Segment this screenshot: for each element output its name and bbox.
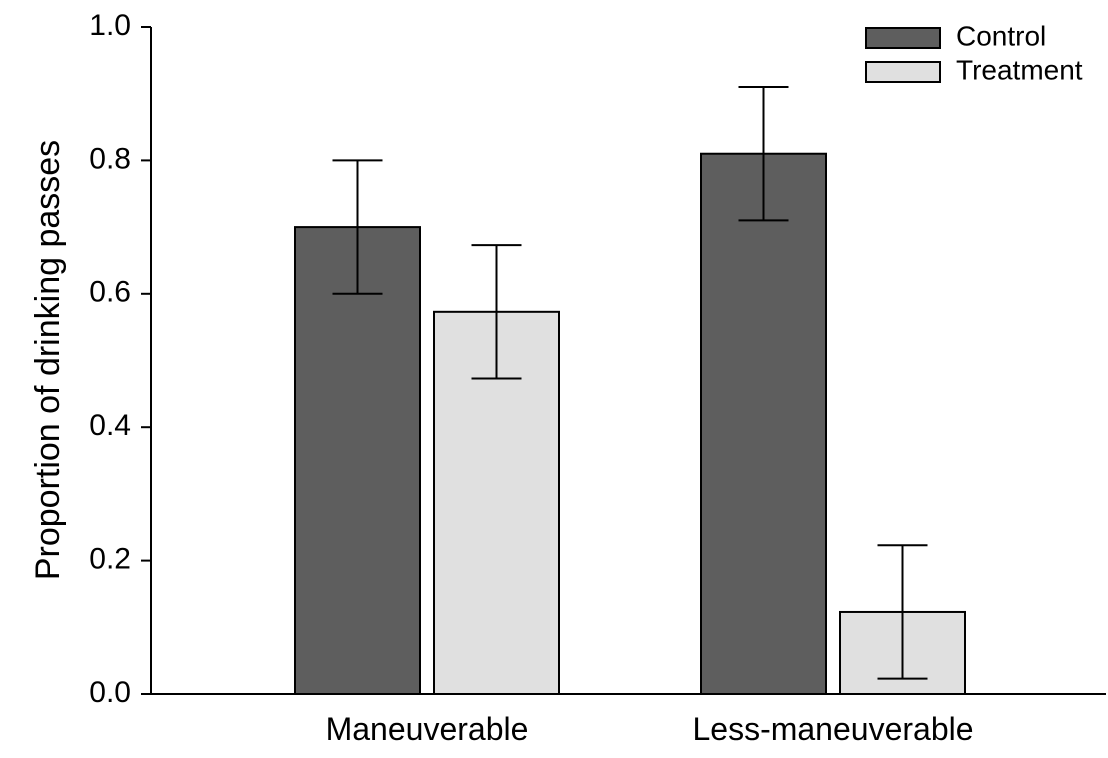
legend-label-treatment: Treatment <box>956 54 1083 85</box>
y-axis-title: Proportion of drinking passes <box>29 140 67 580</box>
bar-control-0 <box>294 226 421 695</box>
legend-swatch-control <box>865 27 941 49</box>
axes-layer <box>150 27 1106 695</box>
legend-swatch-treatment <box>865 61 941 83</box>
x-categories-layer: Maneuverable Less-maneuverable <box>326 711 974 747</box>
marks-layer <box>294 86 966 696</box>
y-tick-label: 0.0 <box>89 676 131 709</box>
bar-control-1 <box>700 152 827 696</box>
y-tick-label: 0.4 <box>89 409 131 442</box>
y-tick-label: 0.2 <box>89 543 131 576</box>
y-ticks-layer: 0.0 0.2 0.4 0.6 0.8 1.0 <box>89 9 151 709</box>
legend-label-control: Control <box>956 20 1046 51</box>
x-category-label: Maneuverable <box>326 711 529 747</box>
y-tick-label: 0.6 <box>89 276 131 309</box>
y-tick-label: 0.8 <box>89 142 131 175</box>
y-tick-label: 1.0 <box>89 9 131 42</box>
x-category-label: Less-maneuverable <box>692 711 973 747</box>
